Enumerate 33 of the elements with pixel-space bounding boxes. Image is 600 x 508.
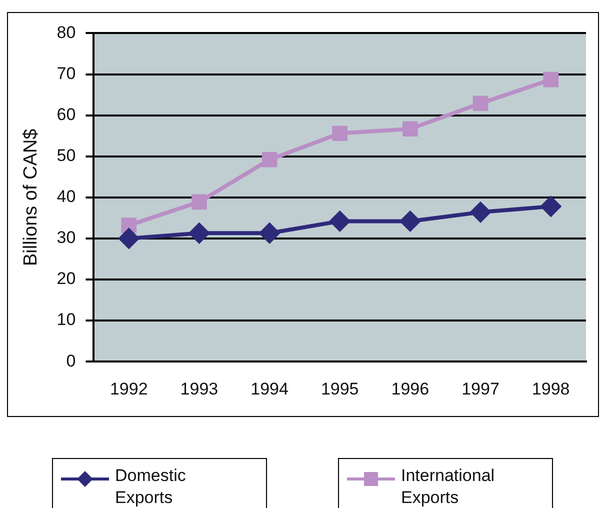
point xyxy=(189,223,210,244)
x-tick-label: 1993 xyxy=(180,379,218,398)
y-axis-title: Billions of CAN$ xyxy=(20,128,42,266)
point xyxy=(540,196,561,216)
point xyxy=(121,218,137,233)
y-tick-label: 50 xyxy=(56,146,76,166)
point xyxy=(192,194,207,210)
y-tick-label: 80 xyxy=(56,22,76,42)
point xyxy=(332,126,348,142)
point xyxy=(543,72,558,88)
point xyxy=(470,202,491,222)
y-tick-label: 30 xyxy=(56,228,76,248)
point xyxy=(260,223,280,244)
y-tick-label: 60 xyxy=(56,104,76,124)
legend-label: International Exports xyxy=(401,465,496,508)
x-tick-label: 1998 xyxy=(532,379,570,398)
x-tick-label: 1992 xyxy=(110,379,148,398)
x-tick-label: 1996 xyxy=(391,379,430,398)
point xyxy=(472,96,488,112)
legend-label: Domestic Exports xyxy=(115,465,187,508)
y-tick-label: 0 xyxy=(66,351,76,370)
point xyxy=(402,121,418,137)
point xyxy=(400,211,420,232)
y-tick-label: 40 xyxy=(56,187,76,206)
point xyxy=(118,228,139,248)
x-tick-label: 1994 xyxy=(250,379,288,398)
y-tick-label: 70 xyxy=(56,64,76,83)
x-tick-label: 1995 xyxy=(320,379,359,398)
y-tick-label: 10 xyxy=(56,310,76,330)
x-tick-label: 1997 xyxy=(462,379,500,398)
point xyxy=(262,152,278,168)
y-tick-label: 20 xyxy=(56,269,76,288)
point xyxy=(330,211,350,232)
